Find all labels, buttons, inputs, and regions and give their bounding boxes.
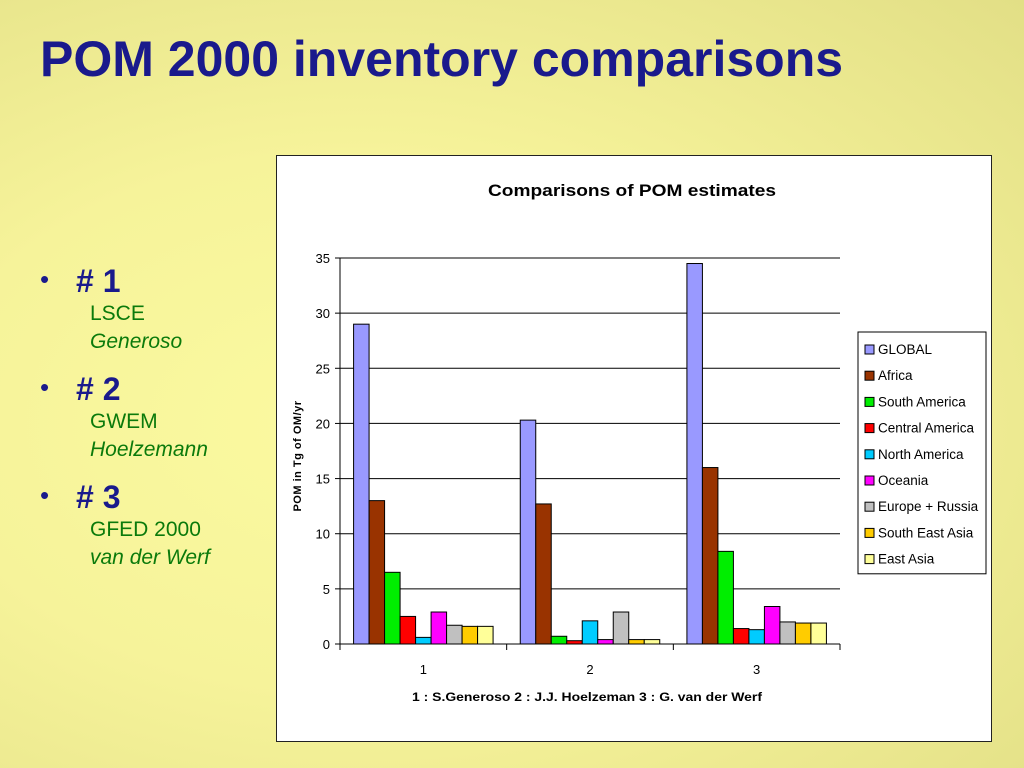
legend-swatch: [864, 527, 875, 538]
bar: [384, 571, 401, 645]
bar: [628, 639, 645, 645]
bullet-head: # 1: [76, 263, 121, 299]
bullet-institute: LSCE: [90, 302, 145, 325]
legend-label: Europe + Russia: [878, 499, 979, 514]
x-tick-label: 3: [753, 662, 760, 677]
bullet-item-1: • # 1 LSCE Generoso: [40, 262, 270, 356]
x-tick-label: 1: [420, 662, 427, 677]
y-tick-label: 15: [316, 472, 330, 487]
legend-label: South East Asia: [878, 525, 974, 540]
legend-label: GLOBAL: [878, 342, 933, 357]
x-tick-label: 2: [586, 662, 593, 677]
legend-swatch: [864, 344, 875, 355]
bar: [415, 636, 432, 645]
bullet-marker: •: [40, 264, 50, 294]
legend-swatch: [864, 396, 875, 407]
y-tick-label: 5: [323, 582, 330, 597]
bar: [446, 624, 463, 645]
bullet-item-2: • # 2 GWEM Hoelzemann: [40, 370, 270, 464]
bar: [399, 615, 417, 645]
bullet-marker: •: [40, 480, 50, 510]
y-tick-label: 25: [316, 361, 330, 376]
bar: [612, 611, 630, 645]
legend-swatch: [864, 475, 875, 486]
legend-label: North America: [878, 447, 964, 462]
bullet-author: van der Werf: [90, 546, 210, 569]
bar: [353, 323, 370, 645]
bar: [748, 629, 765, 645]
bar: [810, 622, 827, 645]
legend-swatch: [864, 501, 875, 512]
legend-label: Africa: [878, 368, 913, 383]
chart-frame: Comparisons of POM estimates 0 5 10 15 20 25 30…: [276, 155, 992, 742]
bar: [461, 625, 479, 645]
y-tick-label: 35: [316, 251, 330, 266]
bar: [732, 628, 750, 645]
bar: [566, 640, 583, 645]
bar: [430, 611, 448, 645]
legend-swatch: [864, 423, 875, 434]
chart-svg: Comparisons of POM estimates 0 5 10 15 20 25 30…: [292, 181, 987, 704]
y-tick-label: 0: [323, 637, 330, 652]
legend-label: South America: [878, 394, 966, 409]
legend-label: East Asia: [878, 552, 935, 567]
legend-swatch: [864, 370, 875, 381]
bullet-list: • # 1 LSCE Generoso • # 2 GWEM Hoelzeman…: [40, 262, 270, 586]
slide-title: POM 2000 inventory comparisons: [40, 31, 844, 87]
bar: [643, 639, 661, 645]
bar: [519, 419, 537, 645]
bullet-institute: GWEM: [90, 410, 158, 433]
bar: [581, 620, 599, 645]
bullet-marker: •: [40, 372, 50, 402]
bar: [779, 621, 796, 645]
bullet-institute: GFED 2000: [90, 518, 201, 541]
bar: [597, 639, 614, 645]
legend-swatch: [864, 449, 875, 460]
y-tick-label: 10: [316, 527, 330, 542]
x-axis-label: 1 : S.Generoso 2 : J.J. Hoelzeman 3 : G.…: [412, 690, 763, 704]
bullet-item-3: • # 3 GFED 2000 van der Werf: [40, 478, 270, 572]
bar: [701, 467, 719, 645]
bullet-head: # 2: [76, 371, 121, 407]
bullet-author: Hoelzemann: [90, 438, 208, 461]
chart-title: Comparisons of POM estimates: [488, 181, 776, 200]
legend-box: [857, 331, 987, 575]
bar: [686, 263, 703, 645]
bar: [763, 606, 781, 645]
legend-label: Central America: [878, 421, 975, 436]
bullet-author: Generoso: [90, 330, 183, 353]
bar: [368, 500, 386, 645]
y-tick-label: 20: [316, 416, 330, 431]
bar: [717, 550, 734, 645]
legend-label: Oceania: [878, 473, 929, 488]
bar: [794, 622, 812, 645]
bar: [477, 625, 494, 645]
bullet-head: # 3: [76, 479, 121, 515]
legend-swatch: [864, 554, 875, 565]
y-tick-label: 30: [316, 306, 330, 321]
bar: [550, 635, 568, 645]
bar: [535, 503, 552, 645]
y-axis-label: POM in Tg of OM/yr: [292, 400, 304, 511]
